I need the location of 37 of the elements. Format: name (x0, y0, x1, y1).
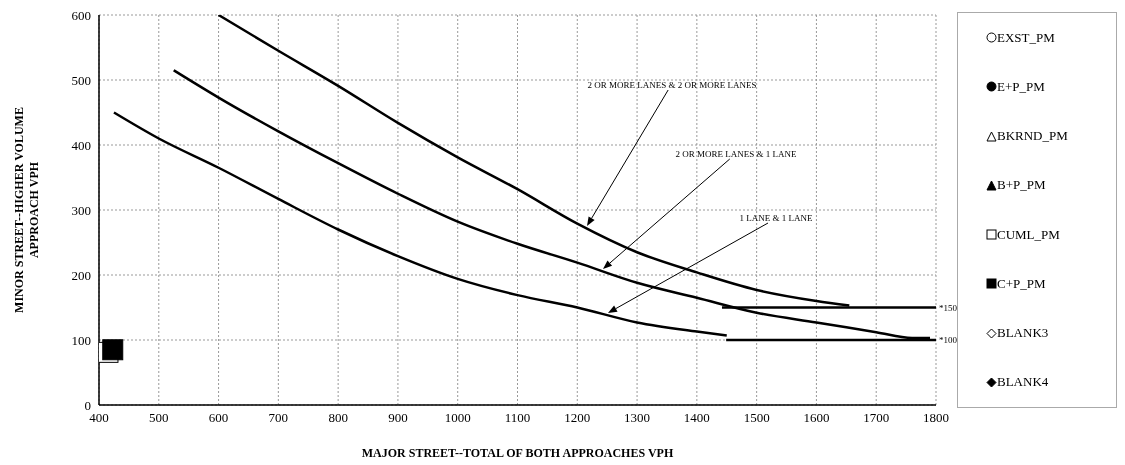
legend-label: B+P_PM (997, 177, 1046, 194)
x-tick-label: 500 (149, 410, 169, 426)
x-axis-title: MAJOR STREET--TOTAL OF BOTH APPROACHES VPH (361, 446, 674, 460)
y-tick-label: 100 (71, 332, 91, 348)
legend-label: BLANK4 (997, 374, 1049, 391)
legend-label: CUML_PM (997, 226, 1060, 243)
x-tick-label: 1000 (444, 410, 471, 426)
annotation: 2 OR MORE LANES & 2 OR MORE LANES (587, 80, 757, 90)
x-tick-label: 900 (388, 410, 408, 426)
y-tick-label: 500 (71, 72, 91, 88)
y-axis-title: MINOR STREET--HIGHER VOLUME APPROACH VPH (12, 107, 41, 313)
x-tick-label: 1600 (803, 410, 830, 426)
legend-label: C+P_PM (997, 275, 1046, 292)
y-tick-label: 300 (71, 202, 91, 218)
annotation: *150 (939, 302, 958, 313)
legend-label: BKRND_PM (997, 128, 1068, 145)
x-tick-label: 600 (208, 410, 229, 426)
y-tick-label: 200 (71, 267, 91, 283)
legend-label: BLANK3 (997, 325, 1049, 342)
legend-label: E+P_PM (997, 78, 1045, 95)
x-tick-label: 1200 (564, 410, 591, 426)
annotation: 2 OR MORE LANES & 1 LANE (675, 149, 797, 159)
y-tick-label: 400 (71, 137, 91, 153)
x-tick-label: 1800 (923, 410, 949, 426)
x-tick-label: 1500 (743, 410, 770, 426)
x-tick-label: 1100 (504, 410, 531, 426)
x-tick-label: 400 (89, 410, 109, 426)
x-tick-label: 700 (268, 410, 289, 426)
annotation: 1 LANE & 1 LANE (739, 213, 813, 223)
annotation: *100 (939, 335, 958, 345)
x-tick-label: 1400 (683, 410, 710, 426)
x-tick-label: 1300 (624, 410, 651, 426)
x-tick-label: 1700 (863, 410, 890, 426)
x-tick-label: 800 (328, 410, 348, 426)
y-tick-label: 600 (71, 7, 91, 23)
legend-label: EXST_PM (997, 29, 1055, 46)
y-tick-label: 0 (84, 397, 91, 413)
